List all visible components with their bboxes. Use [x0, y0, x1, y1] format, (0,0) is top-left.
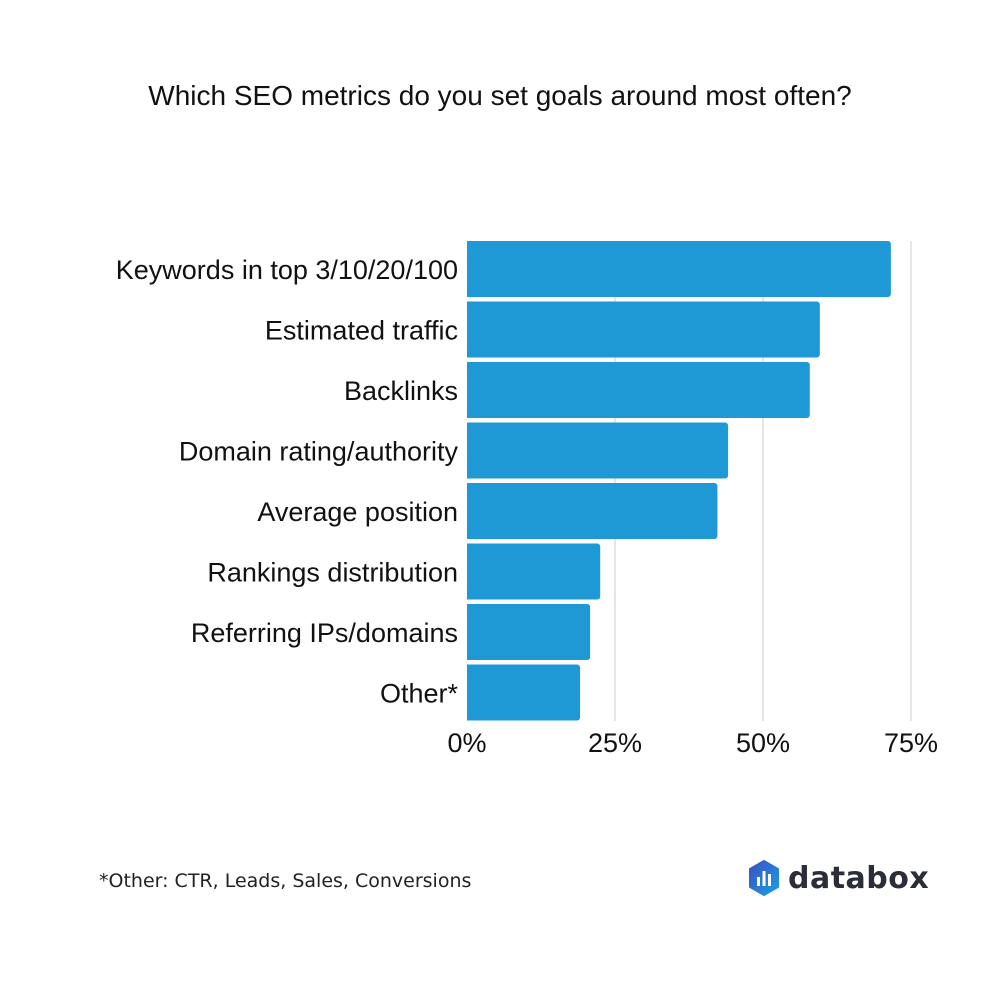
databox-logo-icon [749, 860, 779, 896]
bar [467, 543, 601, 600]
bar-base [467, 241, 471, 297]
x-tick-label: 0% [447, 728, 486, 758]
category-label: Keywords in top 3/10/20/100 [116, 255, 458, 285]
databox-logo: databox [748, 860, 929, 896]
category-label: Other* [380, 679, 459, 709]
category-label: Domain rating/authority [179, 437, 459, 467]
bar-base [467, 483, 471, 539]
bar [467, 664, 581, 721]
chart-title: Which SEO metrics do you set goals aroun… [148, 80, 852, 111]
bar [467, 301, 820, 358]
category-label: Average position [257, 497, 458, 527]
bar-base [467, 301, 471, 358]
bar [467, 483, 718, 539]
bar-base [467, 604, 471, 660]
bar [467, 422, 729, 479]
bar-base [467, 664, 471, 721]
logo-text: databox [788, 860, 930, 896]
bar [467, 604, 591, 660]
x-tick-label: 50% [736, 728, 790, 758]
bar-base [467, 362, 471, 418]
footnote: *Other: CTR, Leads, Sales, Conversions [99, 870, 472, 892]
bar-base [467, 422, 471, 479]
x-tick-label: 75% [884, 728, 938, 758]
bar [467, 241, 891, 297]
category-label: Referring IPs/domains [191, 618, 458, 648]
bar-base [467, 543, 471, 600]
category-label: Estimated traffic [265, 316, 458, 346]
category-label: Backlinks [344, 376, 458, 406]
category-label: Rankings distribution [207, 558, 458, 588]
x-tick-label: 25% [588, 728, 642, 758]
bar [467, 362, 810, 418]
